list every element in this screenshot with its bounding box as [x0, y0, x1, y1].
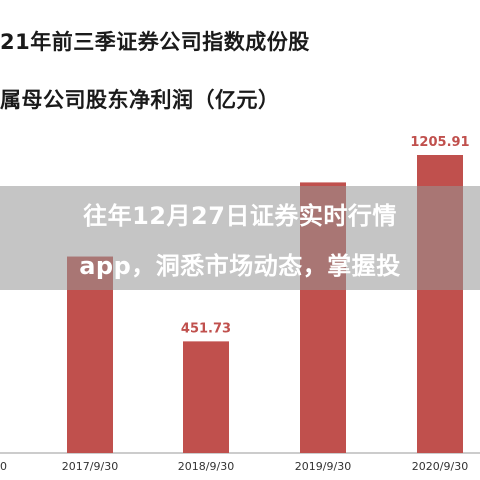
x-tick-label: 2019/9/30	[295, 460, 351, 473]
x-tick-label: 0	[0, 460, 7, 473]
promo-overlay	[0, 186, 480, 290]
bar-2018-9-30	[183, 341, 229, 453]
overlay-text-line2: app，洞悉市场动态，掌握投	[79, 252, 401, 280]
data-label: 451.73	[181, 321, 231, 336]
data-label: 1205.91	[410, 135, 469, 150]
overlay-text-line1: 往年12月27日证券实时行情	[83, 202, 397, 230]
chart-title: 21年前三季证券公司指数成份股	[0, 30, 310, 54]
data-labels-group: 451.73 1205.91	[181, 135, 470, 336]
x-tick-label: 2020/9/30	[412, 460, 468, 473]
x-tick-label: 2018/9/30	[178, 460, 234, 473]
chart-subtitle: 属母公司股东净利润（亿元）	[0, 88, 280, 112]
x-tick-label: 2017/9/30	[62, 460, 118, 473]
x-ticks-group: 0 2017/9/30 2018/9/30 2019/9/30 2020/9/30	[0, 460, 468, 473]
